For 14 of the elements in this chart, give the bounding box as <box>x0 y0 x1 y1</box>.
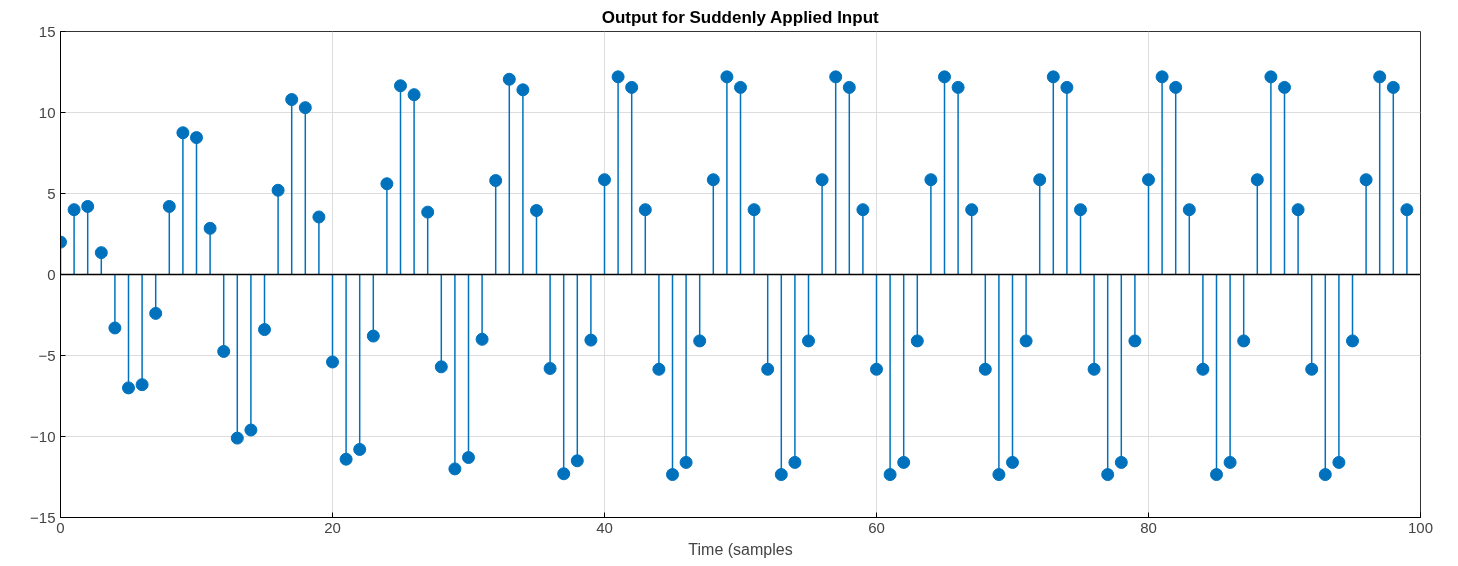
y-tick-label: −10 <box>30 427 56 445</box>
chart-title: Output for Suddenly Applied Input <box>601 7 880 27</box>
x-tick-label: 100 <box>1407 518 1434 536</box>
x-tick-label: 60 <box>868 518 885 536</box>
x-tick-label: 20 <box>324 518 341 536</box>
y-tick-label: 0 <box>47 265 56 283</box>
x-axis-title: Time (samples <box>688 540 793 558</box>
y-tick-label: 10 <box>38 103 56 121</box>
y-tick-label: 15 <box>38 22 56 40</box>
x-tick-label: 40 <box>596 518 613 536</box>
y-tick-label: −5 <box>38 346 56 364</box>
x-tick-label: 80 <box>1140 518 1157 536</box>
y-tick-label: −15 <box>30 508 56 526</box>
y-tick-label: 5 <box>47 184 56 202</box>
